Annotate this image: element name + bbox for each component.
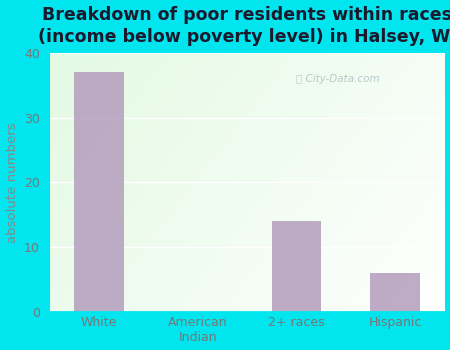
Y-axis label: absolute numbers: absolute numbers xyxy=(5,122,18,243)
Bar xyxy=(272,221,321,312)
Bar xyxy=(74,72,124,312)
Title: Breakdown of poor residents within races
(income below poverty level) in Halsey,: Breakdown of poor residents within races… xyxy=(38,6,450,46)
Bar xyxy=(370,273,420,312)
Text: ⓘ City-Data.com: ⓘ City-Data.com xyxy=(296,74,380,84)
